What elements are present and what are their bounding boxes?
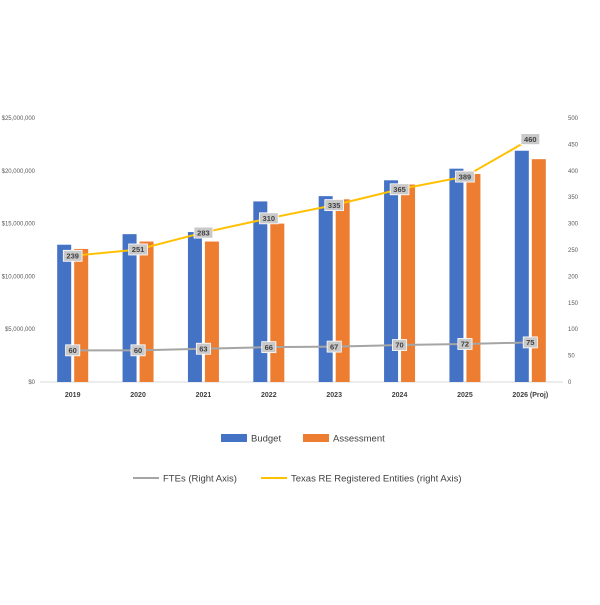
y-left-tick-label: $5,000,000: [5, 327, 36, 333]
data-label-box: [261, 341, 277, 354]
data-label: 60: [69, 346, 77, 355]
legend: Budget Assessment FTEs (Right Axis) Texas R…: [133, 434, 462, 485]
bar-assessment: [74, 248, 89, 382]
legend-swatch: [221, 434, 247, 442]
data-label-box: [520, 133, 541, 146]
line-texas-re-registered-entities-right-axis-: [72, 138, 531, 257]
x-tick-label: 2019: [65, 392, 81, 399]
legend-label: FTEs (Right Axis): [163, 474, 237, 485]
data-label-box: [457, 338, 473, 350]
bar-assessment: [401, 184, 416, 382]
bar-budget: [57, 244, 72, 382]
y-right-tick-label: 300: [568, 222, 579, 228]
data-label-box: [193, 226, 214, 239]
y-right-tick-label: 100: [568, 327, 579, 333]
data-label: 66: [265, 343, 273, 352]
data-label-box: [389, 183, 410, 196]
bar-budget: [122, 234, 137, 382]
data-label-box: [259, 212, 279, 225]
data-label: 460: [524, 135, 537, 144]
data-label-box: [195, 342, 211, 355]
data-label: 389: [459, 172, 472, 181]
bar-assessment: [466, 173, 481, 382]
y-right-tick-label: 0: [568, 380, 572, 386]
data-label-box: [65, 344, 81, 357]
data-label-box: [522, 336, 538, 349]
data-label: 75: [526, 338, 534, 347]
y-left-tick-label: $10,000,000: [2, 274, 36, 280]
data-label: 60: [134, 346, 142, 355]
data-label: 365: [393, 185, 406, 194]
y-left-tick-label: $25,000,000: [2, 116, 36, 122]
x-tick-label: 2021: [196, 392, 212, 399]
legend-label: Texas RE Registered Entities (right Axis…: [291, 474, 462, 485]
bar-budget: [253, 201, 268, 382]
y-left-tick-label: $0: [28, 380, 35, 386]
data-label: 67: [330, 342, 338, 351]
data-label: 251: [132, 245, 145, 254]
data-label: 283: [197, 228, 210, 237]
legend-swatch: [303, 434, 329, 442]
y-right-tick-label: 500: [568, 116, 579, 122]
data-label-box: [455, 170, 475, 183]
y-right-tick-label: 200: [568, 274, 579, 280]
y-right-tick-label: 250: [568, 248, 579, 254]
y-left-tick-label: $15,000,000: [2, 222, 36, 228]
x-tick-label: 2023: [326, 392, 342, 399]
line-ftes-right-axis-: [72, 341, 531, 352]
y-right-tick-label: 150: [568, 301, 579, 307]
data-label-box: [324, 199, 344, 212]
data-label: 335: [328, 201, 341, 210]
y-left-tick-label: $20,000,000: [2, 169, 36, 175]
legend-label: Assessment: [333, 434, 385, 445]
bar-budget: [187, 232, 202, 382]
data-label-box: [62, 249, 83, 262]
bar-assessment: [531, 159, 546, 382]
data-label-box: [326, 340, 342, 353]
data-label-box: [128, 243, 148, 256]
x-tick-label: 2024: [392, 392, 408, 399]
bar-assessment: [335, 199, 350, 382]
data-label: 72: [461, 340, 469, 349]
bar-assessment: [204, 241, 219, 382]
data-label-box: [130, 344, 146, 357]
data-label: 310: [263, 214, 276, 223]
x-tick-label: 2026 (Proj): [512, 392, 548, 399]
bar-assessment: [270, 223, 285, 382]
bar-budget: [514, 150, 529, 382]
bar-assessment: [139, 241, 154, 382]
bar-budget: [384, 180, 399, 382]
lines-group: 60 60 63 66 67 70 72 75 239 251 283 310 335 365 389 460: [62, 133, 541, 357]
y-right-tick-label: 50: [568, 354, 575, 360]
bar-budget: [449, 168, 464, 382]
y-right-tick-label: 400: [568, 169, 579, 175]
y-right-tick-label: 350: [568, 195, 579, 201]
data-label: 63: [199, 344, 207, 353]
bar-budget: [318, 196, 333, 382]
legend-label: Budget: [251, 434, 281, 445]
data-label: 70: [395, 341, 403, 350]
x-tick-label: 2025: [457, 392, 473, 399]
data-label-box: [392, 339, 408, 351]
y-right-tick-label: 450: [568, 142, 579, 148]
data-label: 239: [66, 252, 79, 261]
x-tick-label: 2020: [130, 392, 146, 399]
x-tick-label: 2022: [261, 392, 277, 399]
